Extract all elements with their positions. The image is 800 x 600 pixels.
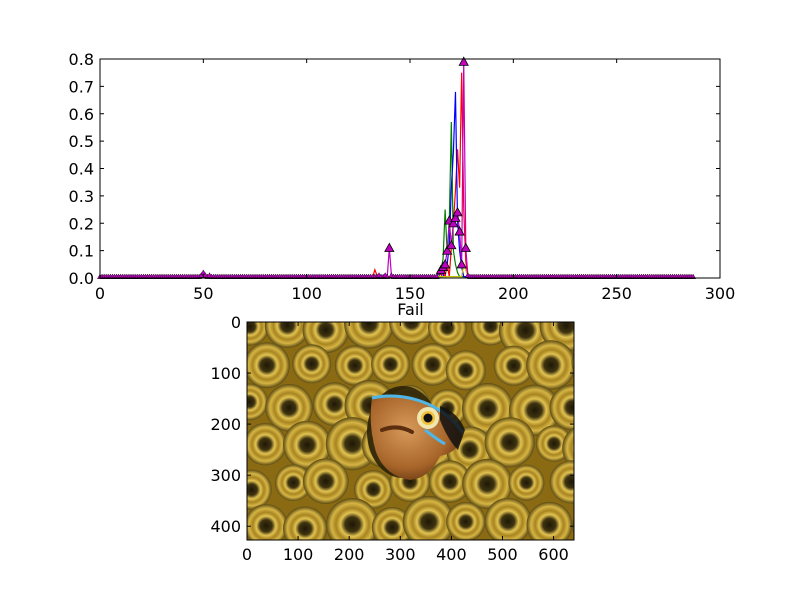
- coral-polyp: [371, 344, 410, 384]
- coral-polyp: [275, 464, 312, 502]
- coral-polyp: [247, 504, 288, 540]
- y-tick-label: 0.4: [69, 160, 94, 179]
- coral-polyp: [549, 384, 574, 431]
- coral-polyp: [526, 501, 573, 540]
- data-point-marker: [448, 217, 459, 228]
- y-tick-label: 0.3: [69, 187, 94, 206]
- coral-polyp: [402, 495, 455, 540]
- coral-polyp: [283, 506, 328, 540]
- x-tick-label: 200: [334, 545, 365, 564]
- coral-polyp: [371, 507, 413, 540]
- coral-polyp: [572, 517, 574, 535]
- y-tick-label: 0.2: [69, 214, 94, 233]
- y-tick-label: 200: [210, 415, 241, 434]
- x-tick-label: 300: [705, 284, 736, 303]
- image-x-axis-ticks: 0 100 200 300 400 500 600: [242, 322, 569, 564]
- y-tick-label: 0.0: [69, 269, 94, 288]
- coral-polyp: [508, 464, 545, 501]
- coral-polyp: [344, 322, 395, 349]
- y-tick-label: 0.6: [69, 105, 94, 124]
- coral-polyp: [283, 420, 332, 470]
- coral-polyp: [526, 340, 574, 390]
- y-tick-label: 0.1: [69, 242, 94, 261]
- coral-polyp: [247, 423, 287, 466]
- x-tick-label: 250: [601, 284, 632, 303]
- coral-polyp: [312, 382, 357, 427]
- y-axis-ticks: 0.0 0.1 0.2 0.3 0.4 0.5 0.6 0.7 0.8: [69, 50, 720, 288]
- fish: [367, 386, 465, 480]
- x-tick-label: 0: [95, 284, 105, 303]
- image-panel: Fail 0 100 200 300 400 500 600 0 100 200 300 400: [210, 300, 575, 564]
- y-tick-label: 0.8: [69, 50, 94, 69]
- y-tick-label: 100: [210, 364, 241, 383]
- image-title: Fail: [397, 300, 423, 319]
- data-point-marker: [460, 242, 471, 252]
- coral-polyp: [247, 322, 269, 346]
- coral-polyp: [247, 342, 290, 389]
- coral-polyp: [389, 322, 435, 345]
- coral-polyp: [428, 322, 467, 348]
- coral-polyp: [445, 350, 486, 391]
- x-tick-label: 300: [385, 545, 416, 564]
- data-point-marker: [442, 245, 453, 255]
- data-point-marker: [452, 206, 463, 217]
- coral-polyp: [462, 458, 513, 510]
- x-tick-label: 50: [193, 284, 213, 303]
- coral-polyp: [292, 344, 332, 384]
- coral-polyp: [484, 417, 535, 468]
- image-y-axis-ticks: 0 100 200 300 400: [210, 313, 574, 536]
- coral-polyp: [354, 470, 393, 509]
- data-point-marker: [439, 258, 451, 269]
- coral-polyp: [493, 345, 534, 386]
- line-chart: 0 50 100 150 200 250 300 0.0 0.1 0.2 0.3 0.4 0.5 0.6…: [69, 50, 736, 303]
- data-point-marker: [454, 226, 465, 236]
- coral-polyp: [326, 498, 379, 540]
- coral-polyp: [428, 460, 472, 503]
- coral-polyp: [247, 469, 272, 510]
- data-point-marker: [450, 212, 461, 222]
- x-tick-label: 0: [242, 545, 252, 564]
- data-point-marker: [458, 56, 469, 66]
- data-point-marker: [384, 242, 395, 252]
- x-tick-label: 100: [283, 545, 314, 564]
- x-tick-label: 500: [487, 545, 518, 564]
- y-tick-label: 300: [210, 466, 241, 485]
- plot-area: [100, 59, 720, 278]
- coral-polyp: [446, 502, 486, 540]
- coral-polyp: [484, 497, 532, 540]
- y-tick-label: 0: [231, 313, 241, 332]
- coral-polyp: [303, 458, 349, 505]
- coral-polyp: [571, 352, 574, 373]
- data-point-marker: [456, 258, 467, 269]
- coral-polyp: [562, 427, 574, 469]
- data-point-marker: [446, 239, 457, 250]
- image-frame: [246, 321, 575, 541]
- coral-polyp: [334, 345, 375, 386]
- x-tick-label: 600: [538, 545, 569, 564]
- data-point-marker: [198, 272, 205, 278]
- coral-polyp: [549, 460, 574, 504]
- x-tick-label: 400: [436, 545, 467, 564]
- coral-polyp: [247, 383, 268, 421]
- x-tick-label: 150: [395, 284, 426, 303]
- coral-polyp: [264, 322, 310, 348]
- x-axis-ticks: 0 50 100 150 200 250 300: [95, 59, 735, 303]
- y-tick-label: 0.7: [69, 77, 94, 96]
- reef-photo: [247, 322, 574, 540]
- coral-polyp: [411, 343, 454, 386]
- coral-polyp: [265, 384, 313, 432]
- x-tick-label: 200: [498, 284, 529, 303]
- y-tick-label: 0.5: [69, 132, 94, 151]
- x-tick-label: 100: [291, 284, 322, 303]
- y-tick-label: 400: [210, 517, 241, 536]
